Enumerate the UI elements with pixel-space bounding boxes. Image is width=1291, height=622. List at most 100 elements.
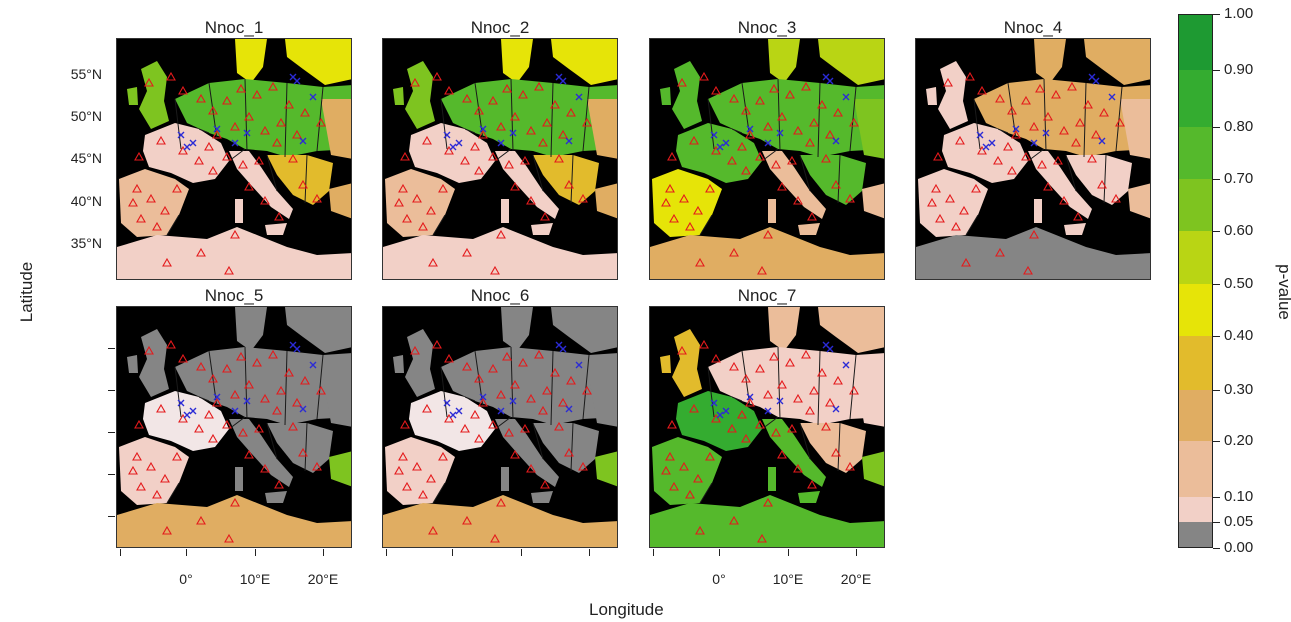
station-triangle-marker (1021, 151, 1031, 161)
station-triangle-marker (474, 373, 484, 383)
land-region-af (117, 227, 351, 279)
station-triangle-marker (699, 339, 709, 349)
land-region-tr (862, 451, 884, 487)
lon-tick-mark (719, 549, 720, 556)
station-cross-marker (497, 407, 505, 415)
station-cross-marker (213, 125, 221, 133)
station-triangle-marker (665, 451, 675, 461)
station-triangle-marker (238, 427, 248, 437)
station-triangle-marker (230, 389, 240, 399)
lon-tick-mark (452, 549, 453, 556)
station-triangle-marker (132, 183, 142, 193)
land-region-tr (329, 183, 351, 219)
station-triangle-marker (729, 361, 739, 371)
map-svg-3 (650, 39, 884, 279)
station-cross-marker (842, 93, 850, 101)
station-triangle-marker (933, 151, 943, 161)
station-triangle-marker (951, 221, 961, 231)
station-triangle-marker (578, 193, 588, 203)
station-triangle-marker (244, 449, 254, 459)
land-region-ea (587, 367, 617, 427)
station-triangle-marker (538, 137, 548, 147)
station-triangle-marker (438, 183, 448, 193)
station-triangle-marker (777, 181, 787, 191)
station-cross-marker (183, 143, 191, 151)
station-triangle-marker (208, 105, 218, 115)
station-triangle-marker (144, 345, 154, 355)
lon-tick-mark (386, 549, 387, 556)
station-triangle-marker (935, 213, 945, 223)
map-svg-6 (383, 307, 617, 547)
station-triangle-marker (793, 125, 803, 135)
land-region-bk (800, 155, 866, 205)
station-cross-marker (443, 399, 451, 407)
station-triangle-marker (160, 473, 170, 483)
station-triangle-marker (785, 357, 795, 367)
station-triangle-marker (817, 99, 827, 109)
station-triangle-marker (136, 213, 146, 223)
land-region-af (916, 227, 1150, 279)
colorbar-tick (1213, 284, 1220, 285)
colorbar-label: 0.80 (1224, 118, 1254, 135)
station-triangle-marker (540, 211, 550, 221)
station-cross-marker (231, 139, 239, 147)
panel-title-3: Nnoc_3 (737, 18, 797, 37)
station-triangle-marker (496, 229, 506, 239)
station-triangle-marker (582, 117, 592, 127)
station-cross-marker (309, 93, 317, 101)
station-triangle-marker (741, 165, 751, 175)
station-cross-marker (509, 129, 517, 137)
station-triangle-marker (755, 95, 765, 105)
colorbar-segment (1178, 441, 1213, 497)
station-triangle-marker (705, 451, 715, 461)
map-svg-1 (117, 39, 351, 279)
station-triangle-marker (260, 195, 270, 205)
station-triangle-marker (510, 449, 520, 459)
station-cross-marker (746, 393, 754, 401)
lon-tick-mark (186, 549, 187, 556)
station-triangle-marker (729, 515, 739, 525)
colorbar-segment (1178, 70, 1213, 127)
station-triangle-marker (685, 221, 695, 231)
station-triangle-marker (833, 375, 843, 385)
station-triangle-marker (755, 151, 765, 161)
station-triangle-marker (134, 419, 144, 429)
station-triangle-marker (699, 71, 709, 81)
station-triangle-marker (971, 183, 981, 193)
station-cross-marker (1042, 129, 1050, 137)
land-region-it (762, 151, 826, 235)
station-triangle-marker (763, 229, 773, 239)
colorbar-segment (1178, 497, 1213, 522)
station-cross-marker (565, 405, 573, 413)
panel-title-5: Nnoc_5 (204, 286, 264, 305)
station-triangle-marker (160, 205, 170, 215)
land-region-de (175, 347, 351, 425)
lon-tick-20e-left: 20°E (307, 571, 339, 587)
station-triangle-marker (1043, 111, 1053, 121)
station-triangle-marker (162, 525, 172, 535)
land-region-ea (854, 99, 884, 159)
land-region-ea (854, 367, 884, 427)
land-region-it (1028, 151, 1092, 235)
station-triangle-marker (755, 363, 765, 373)
station-triangle-marker (927, 197, 937, 207)
lat-tick-45: 45°N (70, 150, 102, 166)
station-triangle-marker (312, 461, 322, 471)
station-triangle-marker (727, 155, 737, 165)
station-triangle-marker (845, 193, 855, 203)
colorbar-label: 0.50 (1224, 275, 1254, 292)
station-triangle-marker (763, 497, 773, 507)
station-triangle-marker (1115, 117, 1125, 127)
land-region-ea (587, 99, 617, 159)
colorbar-frame (1178, 14, 1213, 548)
station-triangle-marker (526, 393, 536, 403)
station-triangle-marker (977, 145, 987, 155)
station-triangle-marker (224, 533, 234, 543)
station-cross-marker (243, 129, 251, 137)
station-triangle-marker (793, 393, 803, 403)
station-triangle-marker (274, 211, 284, 221)
land-region-tr (329, 451, 351, 487)
station-triangle-marker (689, 403, 699, 413)
station-triangle-marker (156, 403, 166, 413)
station-triangle-marker (695, 257, 705, 267)
